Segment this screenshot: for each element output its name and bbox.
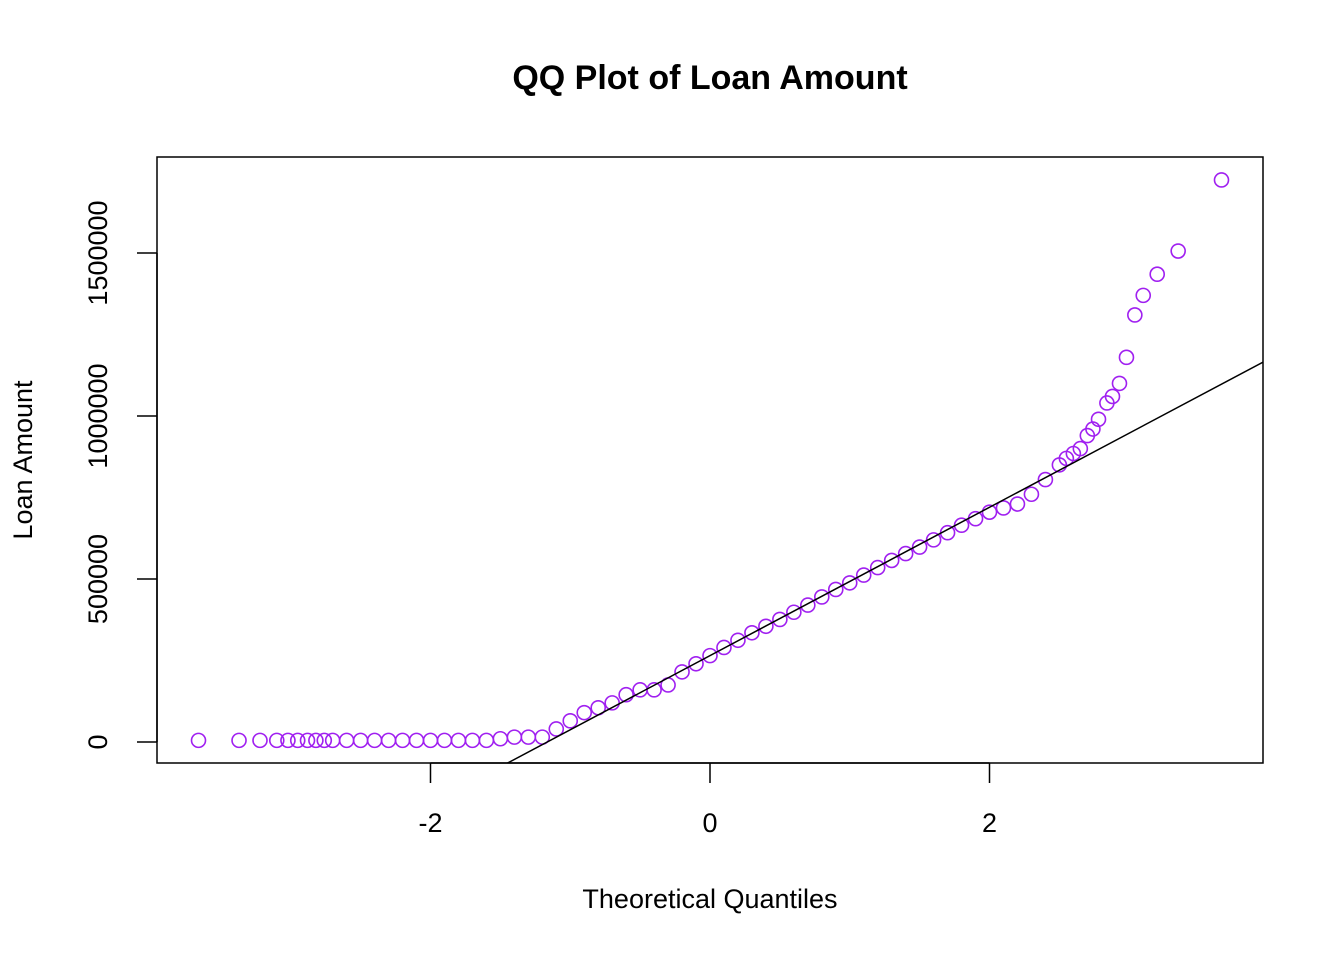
point (1009, 496, 1026, 512)
x-tick-label: -2 (418, 808, 442, 838)
point (911, 539, 928, 555)
point (436, 732, 453, 749)
point (289, 732, 306, 749)
y-tick-label: 1500000 (83, 200, 113, 305)
point (869, 559, 886, 576)
point (231, 732, 247, 749)
point (280, 732, 296, 749)
point (324, 732, 341, 749)
point (1135, 287, 1152, 304)
plot-area (190, 172, 1263, 763)
point (394, 732, 411, 749)
point (478, 732, 495, 749)
point (730, 632, 746, 649)
point (688, 655, 704, 672)
y-axis-label: Loan Amount (8, 380, 38, 540)
point (408, 732, 425, 749)
point (548, 721, 565, 737)
y-tick-label: 1000000 (83, 363, 113, 468)
point (190, 732, 207, 749)
point (1149, 266, 1166, 282)
point (506, 729, 523, 745)
point (786, 604, 802, 621)
point (576, 704, 593, 721)
point (604, 695, 620, 711)
point (827, 581, 844, 598)
point (1072, 440, 1089, 457)
y-tick-label: 0 (83, 734, 113, 749)
point (855, 567, 872, 583)
point (1170, 243, 1186, 259)
point (883, 552, 900, 569)
point (380, 732, 397, 749)
point (366, 732, 383, 749)
point (316, 732, 333, 749)
point (422, 732, 439, 749)
point (464, 732, 481, 749)
reference-line (506, 361, 1263, 763)
point (1127, 307, 1143, 323)
point (702, 647, 718, 664)
point (308, 732, 324, 749)
chart-title: QQ Plot of Loan Amount (512, 59, 907, 97)
point (1037, 471, 1054, 488)
point (800, 597, 816, 613)
point (758, 618, 774, 635)
x-tick-label: 0 (702, 808, 717, 838)
point (450, 732, 467, 749)
point (1104, 388, 1121, 405)
point (338, 732, 355, 749)
point (814, 589, 830, 605)
plot-frame (156, 156, 1264, 764)
point (967, 510, 984, 527)
point (716, 639, 732, 656)
point (1090, 411, 1107, 428)
point (646, 682, 662, 698)
point (1023, 486, 1040, 503)
point (520, 729, 537, 745)
point (772, 611, 788, 628)
point (995, 500, 1012, 516)
point (299, 732, 316, 749)
point (897, 545, 914, 562)
point (352, 732, 369, 749)
point (841, 575, 858, 591)
point (1111, 375, 1128, 392)
point (252, 732, 268, 749)
point (981, 504, 998, 520)
point (1213, 172, 1230, 188)
point (1118, 349, 1135, 366)
point (674, 664, 690, 680)
point (492, 730, 509, 747)
point (562, 713, 579, 729)
x-tick-label: 2 (982, 808, 997, 838)
x-axis-label: Theoretical Quantiles (582, 884, 837, 914)
y-tick-label: 500000 (83, 534, 113, 624)
point (618, 686, 634, 703)
point (268, 732, 285, 749)
point (744, 624, 760, 641)
